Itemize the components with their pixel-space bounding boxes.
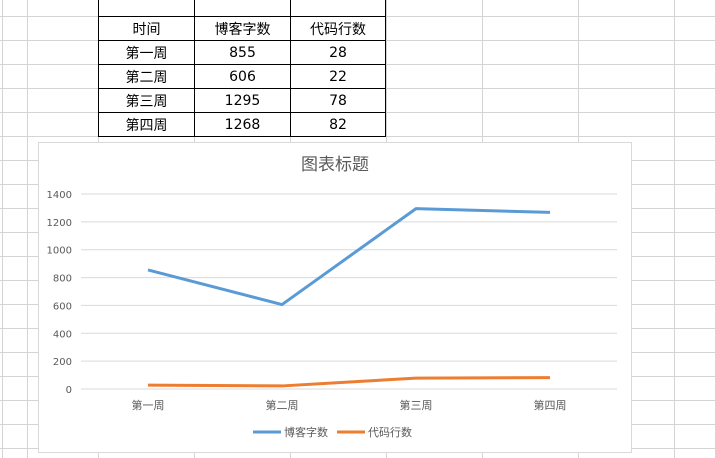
x-tick-label: 第二周 — [266, 398, 299, 412]
chart-svg: 图表标题 0 200 400 600 800 1000 1200 1400 第一周 第二周 第三周 第… — [47, 155, 617, 439]
legend-label: 博客字数 — [284, 425, 328, 439]
cell[interactable]: 78 — [290, 88, 386, 113]
y-tick-label: 1400 — [47, 190, 72, 201]
table-row: 第一周 855 28 — [98, 40, 386, 65]
cell[interactable]: 22 — [290, 64, 386, 89]
series-line — [147, 207, 551, 307]
table-header-row: 时间 博客字数 代码行数 — [98, 16, 386, 41]
x-tick-label: 第一周 — [132, 398, 165, 412]
header-cell[interactable]: 时间 — [98, 16, 195, 41]
cell[interactable]: 第二周 — [98, 64, 195, 89]
cell[interactable]: 1268 — [194, 112, 291, 137]
cell[interactable]: 606 — [194, 64, 291, 89]
header-cell[interactable]: 博客字数 — [194, 16, 291, 41]
column-gridline — [27, 0, 28, 458]
x-tick-label: 第三周 — [400, 398, 433, 412]
series-line — [147, 376, 551, 388]
header-cell[interactable]: 代码行数 — [290, 16, 386, 41]
cell[interactable] — [98, 0, 195, 17]
table-row: 第二周 606 22 — [98, 64, 386, 89]
cell[interactable]: 855 — [194, 40, 291, 65]
y-tick-label: 200 — [53, 357, 72, 368]
y-tick-label: 600 — [53, 301, 72, 312]
table-row: 第三周 1295 78 — [98, 88, 386, 113]
line-chart[interactable]: 图表标题 0 200 400 600 800 1000 1200 1400 第一周 第二周 第三周 第… — [38, 142, 632, 453]
data-table: 时间 博客字数 代码行数 第一周 855 28 第二周 606 22 第三周 1295 78… — [98, 0, 386, 137]
table-row: 第四周 1268 82 — [98, 112, 386, 137]
y-tick-label: 1000 — [47, 246, 72, 257]
y-tick-label: 1200 — [47, 218, 72, 229]
cell[interactable]: 82 — [290, 112, 386, 137]
cell[interactable]: 第四周 — [98, 112, 195, 137]
x-tick-label: 第四周 — [534, 398, 567, 412]
table-row-empty — [98, 0, 386, 17]
chart-title[interactable]: 图表标题 — [301, 155, 369, 175]
y-tick-label: 800 — [53, 274, 72, 285]
cell[interactable]: 第一周 — [98, 40, 195, 65]
y-tick-label: 0 — [66, 385, 72, 396]
cell[interactable]: 1295 — [194, 88, 291, 113]
cell[interactable]: 28 — [290, 40, 386, 65]
legend-label: 代码行数 — [368, 426, 412, 439]
cell[interactable] — [194, 0, 291, 17]
cell[interactable]: 第三周 — [98, 88, 195, 113]
cell[interactable] — [290, 0, 386, 17]
y-tick-label: 400 — [53, 329, 72, 340]
